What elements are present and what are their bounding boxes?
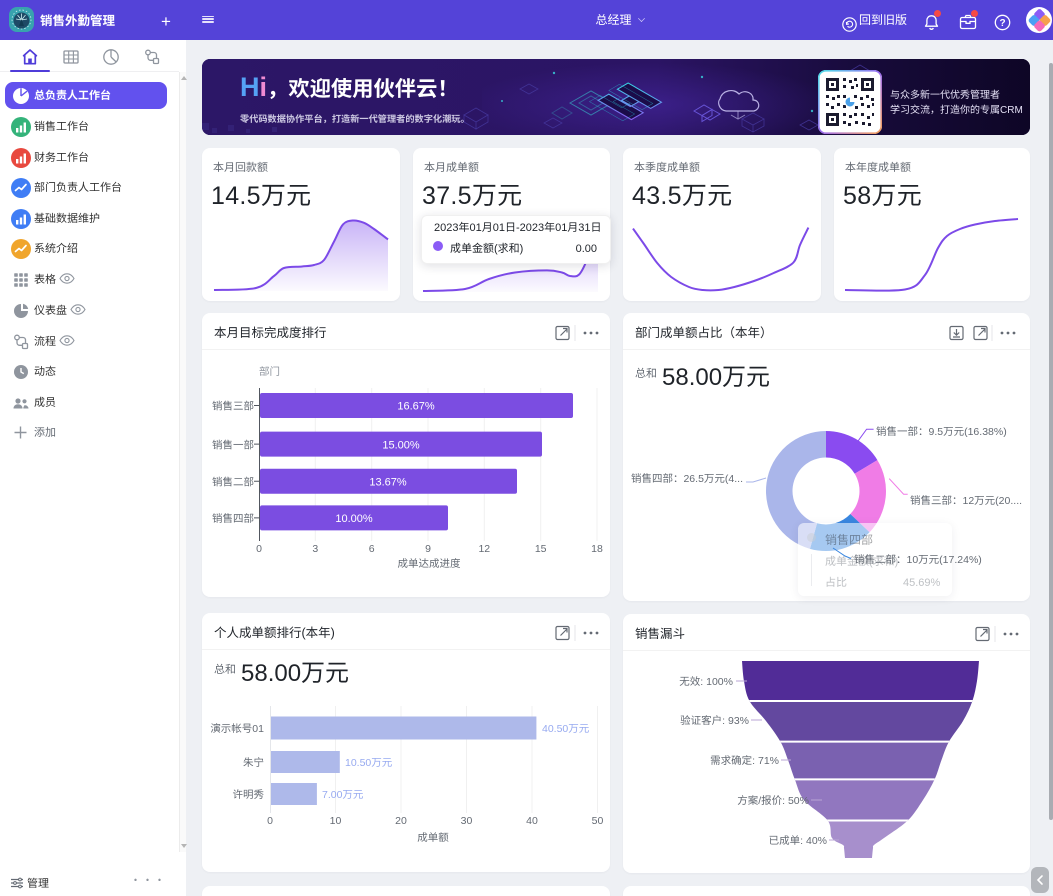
svg-text:部门: 部门 xyxy=(259,364,280,379)
svg-text:朱宁: 朱宁 xyxy=(243,755,264,770)
svg-text:13.67%: 13.67% xyxy=(369,473,407,489)
svg-text:已成单: 40%: 已成单: 40% xyxy=(769,833,827,848)
svg-text:40: 40 xyxy=(526,813,538,828)
svg-text:30: 30 xyxy=(461,813,473,828)
svg-text:?: ? xyxy=(999,14,1005,29)
svg-text:18: 18 xyxy=(591,541,603,556)
svg-text:20: 20 xyxy=(395,813,407,828)
svg-text:销售三部: 销售三部 xyxy=(212,399,254,414)
svg-text:销售三部：12万元(20....: 销售三部：12万元(20.... xyxy=(910,493,1022,508)
svg-text:15.00%: 15.00% xyxy=(382,436,420,452)
svg-text:0: 0 xyxy=(267,813,273,828)
svg-text:3: 3 xyxy=(312,541,318,556)
svg-text:成单达成进度: 成单达成进度 xyxy=(398,556,461,571)
svg-text:7.00万元: 7.00万元 xyxy=(322,787,364,802)
svg-text:无效: 100%: 无效: 100% xyxy=(679,674,733,689)
svg-text:销售四部: 销售四部 xyxy=(212,511,254,526)
svg-text:方案/报价: 50%: 方案/报价: 50% xyxy=(737,793,809,808)
svg-text:15: 15 xyxy=(535,541,547,556)
svg-text:0: 0 xyxy=(256,541,262,556)
svg-text:验证客户: 93%: 验证客户: 93% xyxy=(680,713,749,728)
svg-text:销售二部: 销售二部 xyxy=(212,474,254,489)
svg-text:40.50万元: 40.50万元 xyxy=(542,721,590,736)
svg-text:12: 12 xyxy=(478,541,490,556)
svg-text:16.67%: 16.67% xyxy=(397,398,435,414)
svg-text:演示帐号01: 演示帐号01 xyxy=(210,721,264,736)
svg-text:销售一部: 销售一部 xyxy=(212,437,254,452)
svg-text:9: 9 xyxy=(425,541,431,556)
svg-text:销售二部：10万元(17.24%): 销售二部：10万元(17.24%) xyxy=(854,552,982,567)
svg-text:6: 6 xyxy=(369,541,375,556)
svg-text:10.00%: 10.00% xyxy=(335,510,373,526)
svg-text:10: 10 xyxy=(330,813,342,828)
svg-text:销售一部：9.5万元(16.38%): 销售一部：9.5万元(16.38%) xyxy=(876,424,1007,439)
svg-text:销售四部：26.5万元(4...: 销售四部：26.5万元(4... xyxy=(631,471,743,486)
svg-text:50: 50 xyxy=(592,813,604,828)
svg-text:许明秀: 许明秀 xyxy=(233,787,265,802)
svg-text:成单额: 成单额 xyxy=(417,830,449,845)
svg-text:10.50万元: 10.50万元 xyxy=(345,755,393,770)
svg-text:需求确定: 71%: 需求确定: 71% xyxy=(710,753,779,768)
